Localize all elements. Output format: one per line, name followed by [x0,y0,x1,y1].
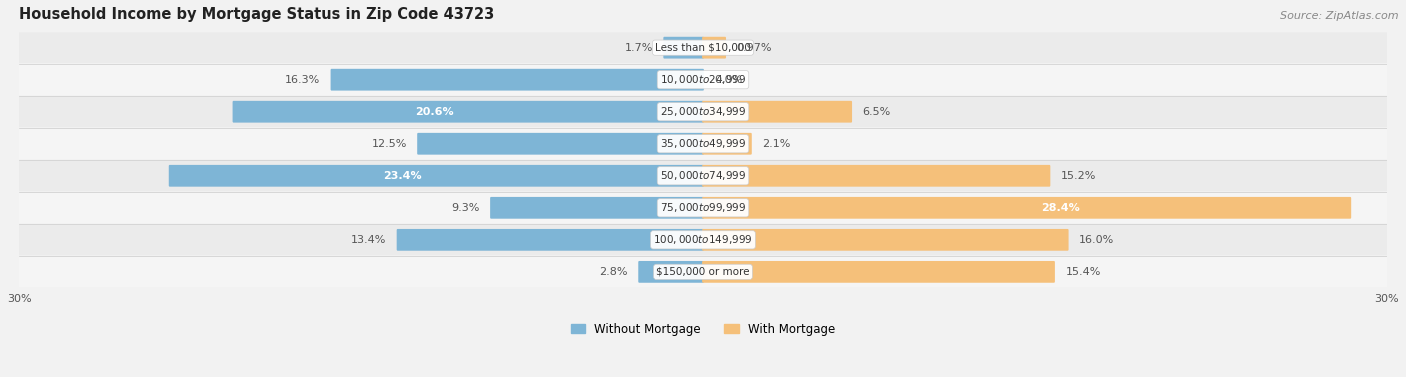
FancyBboxPatch shape [18,97,1388,127]
Text: $50,000 to $74,999: $50,000 to $74,999 [659,169,747,182]
FancyBboxPatch shape [330,69,704,90]
FancyBboxPatch shape [702,197,1351,219]
Text: 1.7%: 1.7% [624,43,652,53]
Text: 12.5%: 12.5% [371,139,406,149]
Text: $10,000 to $24,999: $10,000 to $24,999 [659,73,747,86]
Text: 23.4%: 23.4% [382,171,422,181]
Text: 6.5%: 6.5% [862,107,891,117]
FancyBboxPatch shape [169,165,704,187]
Text: Less than $10,000: Less than $10,000 [655,43,751,53]
Text: 15.4%: 15.4% [1066,267,1101,277]
FancyBboxPatch shape [702,229,1069,251]
Text: $100,000 to $149,999: $100,000 to $149,999 [654,233,752,246]
Text: 16.0%: 16.0% [1078,235,1115,245]
Text: 0.97%: 0.97% [737,43,772,53]
Text: Household Income by Mortgage Status in Zip Code 43723: Household Income by Mortgage Status in Z… [20,7,495,22]
FancyBboxPatch shape [232,101,704,123]
FancyBboxPatch shape [491,197,704,219]
FancyBboxPatch shape [702,37,725,58]
Text: $75,000 to $99,999: $75,000 to $99,999 [659,201,747,214]
FancyBboxPatch shape [18,32,1388,63]
FancyBboxPatch shape [18,192,1388,223]
FancyBboxPatch shape [18,256,1388,287]
FancyBboxPatch shape [638,261,704,283]
Text: 2.1%: 2.1% [762,139,790,149]
FancyBboxPatch shape [702,133,752,155]
FancyBboxPatch shape [396,229,704,251]
Text: $25,000 to $34,999: $25,000 to $34,999 [659,105,747,118]
Text: $35,000 to $49,999: $35,000 to $49,999 [659,137,747,150]
Text: 20.6%: 20.6% [415,107,453,117]
Text: Source: ZipAtlas.com: Source: ZipAtlas.com [1281,11,1399,21]
Text: 15.2%: 15.2% [1060,171,1097,181]
Text: 0.0%: 0.0% [714,75,742,85]
FancyBboxPatch shape [418,133,704,155]
FancyBboxPatch shape [18,160,1388,191]
Text: $150,000 or more: $150,000 or more [657,267,749,277]
FancyBboxPatch shape [702,261,1054,283]
FancyBboxPatch shape [664,37,704,58]
Legend: Without Mortgage, With Mortgage: Without Mortgage, With Mortgage [567,318,839,341]
Text: 9.3%: 9.3% [451,203,479,213]
FancyBboxPatch shape [18,224,1388,255]
Text: 16.3%: 16.3% [285,75,321,85]
FancyBboxPatch shape [18,129,1388,159]
FancyBboxPatch shape [702,101,852,123]
Text: 13.4%: 13.4% [352,235,387,245]
FancyBboxPatch shape [18,64,1388,95]
Text: 28.4%: 28.4% [1042,203,1080,213]
FancyBboxPatch shape [702,165,1050,187]
Text: 2.8%: 2.8% [599,267,628,277]
